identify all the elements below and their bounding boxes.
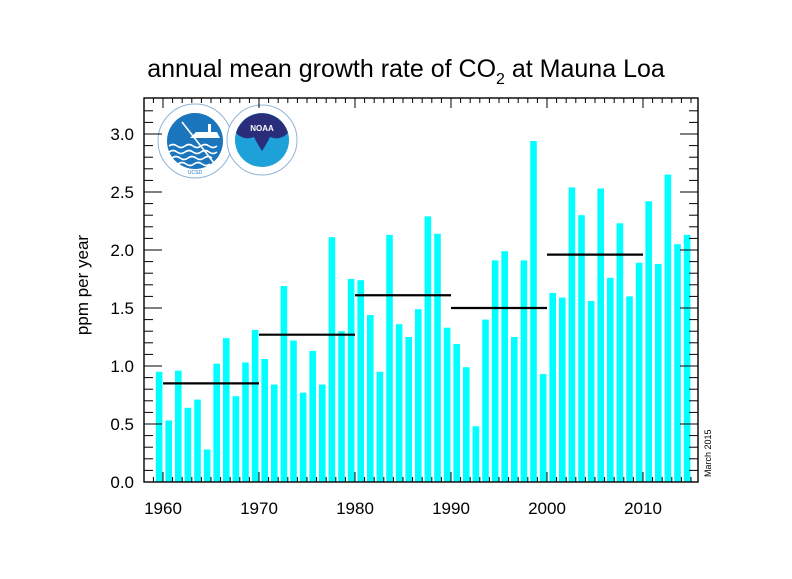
bar-1969 [251, 330, 259, 482]
y-tick-label-2.5: 2.5 [110, 183, 134, 202]
bar-1976 [319, 384, 326, 482]
bar-1981 [367, 315, 374, 482]
y-tick-label-3.0: 3.0 [110, 125, 134, 144]
bar-1984 [395, 324, 403, 482]
plot-border [143, 97, 699, 483]
bar-2010 [645, 201, 652, 483]
x-tick-label-1980: 1980 [336, 499, 374, 518]
y-tick-label-2.0: 2.0 [110, 241, 134, 260]
bar-1966 [223, 338, 230, 482]
bar-1986 [415, 309, 422, 482]
x-tick-label-2000: 2000 [528, 499, 566, 518]
decadal-means-group [163, 253, 643, 385]
bar-1980 [357, 280, 364, 482]
y-tick-label-0.5: 0.5 [110, 415, 134, 434]
bar-1979 [347, 279, 355, 482]
bar-1961 [175, 370, 182, 482]
bars-group [155, 141, 691, 483]
x-tick-label-1960: 1960 [144, 499, 182, 518]
bar-1991 [463, 367, 470, 482]
bar-1985 [405, 337, 412, 482]
bar-1963 [194, 399, 201, 482]
bar-1988 [434, 233, 441, 482]
bar-1987 [424, 216, 432, 482]
bar-2011 [655, 263, 662, 482]
bar-1999 [539, 374, 547, 482]
scripps-logo-text: UCSD [188, 170, 203, 176]
title-subscript: 2 [496, 71, 505, 88]
y-axis: 0.0 0.5 1.0 1.5 2.0 2.5 3.0 [110, 110, 698, 492]
bar-1997 [520, 260, 528, 482]
bar-1983 [386, 234, 393, 482]
bar-1959 [155, 371, 163, 482]
y-tick-label-1.0: 1.0 [110, 357, 134, 376]
date-annotation: March 2015 [703, 429, 713, 477]
bar-1972 [280, 286, 288, 482]
bar-1994 [491, 260, 499, 482]
bar-2013 [674, 244, 681, 482]
bar-1970 [261, 359, 268, 482]
bar-1989 [443, 327, 451, 482]
y-tick-label-0.0: 0.0 [110, 473, 134, 492]
bar-1971 [271, 384, 278, 482]
bar-1982 [376, 371, 384, 482]
x-axis: 1960 1970 1980 1990 2000 2010 [144, 98, 692, 518]
bar-2000 [549, 292, 556, 482]
noaa-logo-text: NOAA [250, 124, 274, 133]
bar-2012 [664, 174, 672, 482]
bar-1992 [472, 426, 480, 482]
bar-2005 [597, 188, 604, 482]
bar-1993 [482, 319, 489, 482]
bar-1960 [165, 420, 172, 482]
x-tick-label-1970: 1970 [240, 499, 278, 518]
noaa-logo: NOAA [226, 104, 298, 176]
bar-2007 [616, 223, 624, 483]
plot-frame [143, 97, 699, 483]
bar-1996 [511, 337, 518, 482]
bar-1975 [309, 350, 316, 482]
bar-2009 [635, 262, 643, 482]
bar-1968 [242, 362, 249, 482]
bar-1964 [203, 449, 211, 482]
bar-1965 [213, 363, 220, 482]
scripps-logo: UCSD [157, 103, 233, 179]
bar-2006 [607, 277, 614, 482]
bar-1967 [232, 396, 240, 482]
y-axis-label: ppm per year [73, 235, 92, 335]
bar-2003 [578, 215, 585, 482]
bar-1998 [530, 141, 537, 482]
bar-1962 [184, 407, 192, 482]
bar-1973 [290, 340, 297, 482]
bar-1978 [338, 331, 345, 482]
bar-2002 [568, 187, 576, 482]
bar-2001 [559, 297, 566, 482]
bar-1974 [299, 392, 307, 482]
y-tick-label-1.5: 1.5 [110, 299, 134, 318]
bar-2014 [683, 234, 691, 482]
bar-1995 [501, 251, 508, 482]
x-tick-label-1990: 1990 [432, 499, 470, 518]
bar-1977 [328, 237, 336, 482]
bar-1990 [453, 344, 460, 482]
chart-title: annual mean growth rate of CO2 at Mauna … [147, 55, 665, 88]
bar-2004 [587, 301, 595, 482]
x-tick-label-2010: 2010 [624, 499, 662, 518]
bar-2008 [626, 296, 633, 482]
